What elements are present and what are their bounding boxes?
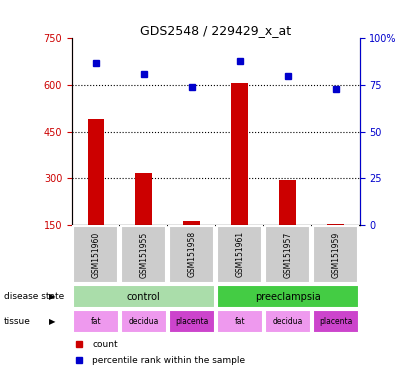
Text: percentile rank within the sample: percentile rank within the sample xyxy=(92,356,245,365)
Text: placenta: placenta xyxy=(319,317,352,326)
Bar xyxy=(313,310,359,333)
Bar xyxy=(74,226,118,283)
Text: GSM151955: GSM151955 xyxy=(139,231,148,278)
Bar xyxy=(169,310,215,333)
Text: preeclampsia: preeclampsia xyxy=(255,291,321,302)
Bar xyxy=(217,310,263,333)
Text: GSM151961: GSM151961 xyxy=(235,231,244,278)
Bar xyxy=(169,226,215,283)
Text: fat: fat xyxy=(234,317,245,326)
Text: placenta: placenta xyxy=(175,317,208,326)
Text: disease state: disease state xyxy=(4,292,65,301)
Text: GSM151958: GSM151958 xyxy=(187,231,196,278)
Text: ▶: ▶ xyxy=(49,292,56,301)
Bar xyxy=(265,226,310,283)
Text: GSM151959: GSM151959 xyxy=(331,231,340,278)
Bar xyxy=(313,226,358,283)
Bar xyxy=(217,285,359,308)
Text: ▶: ▶ xyxy=(49,317,56,326)
Title: GDS2548 / 229429_x_at: GDS2548 / 229429_x_at xyxy=(140,24,291,37)
Bar xyxy=(73,285,215,308)
Bar xyxy=(327,224,344,225)
Bar xyxy=(136,174,152,225)
Bar xyxy=(121,226,166,283)
Bar xyxy=(231,83,248,225)
Text: fat: fat xyxy=(90,317,101,326)
Text: control: control xyxy=(127,291,161,302)
Bar xyxy=(121,310,167,333)
Text: GSM151957: GSM151957 xyxy=(283,231,292,278)
Text: tissue: tissue xyxy=(4,317,31,326)
Text: decidua: decidua xyxy=(272,317,303,326)
Text: count: count xyxy=(92,340,118,349)
Bar xyxy=(73,310,119,333)
Text: decidua: decidua xyxy=(129,317,159,326)
Text: GSM151960: GSM151960 xyxy=(91,231,100,278)
Bar xyxy=(183,221,200,225)
Bar xyxy=(265,310,311,333)
Bar xyxy=(88,119,104,225)
Bar xyxy=(217,226,262,283)
Bar xyxy=(279,180,296,225)
